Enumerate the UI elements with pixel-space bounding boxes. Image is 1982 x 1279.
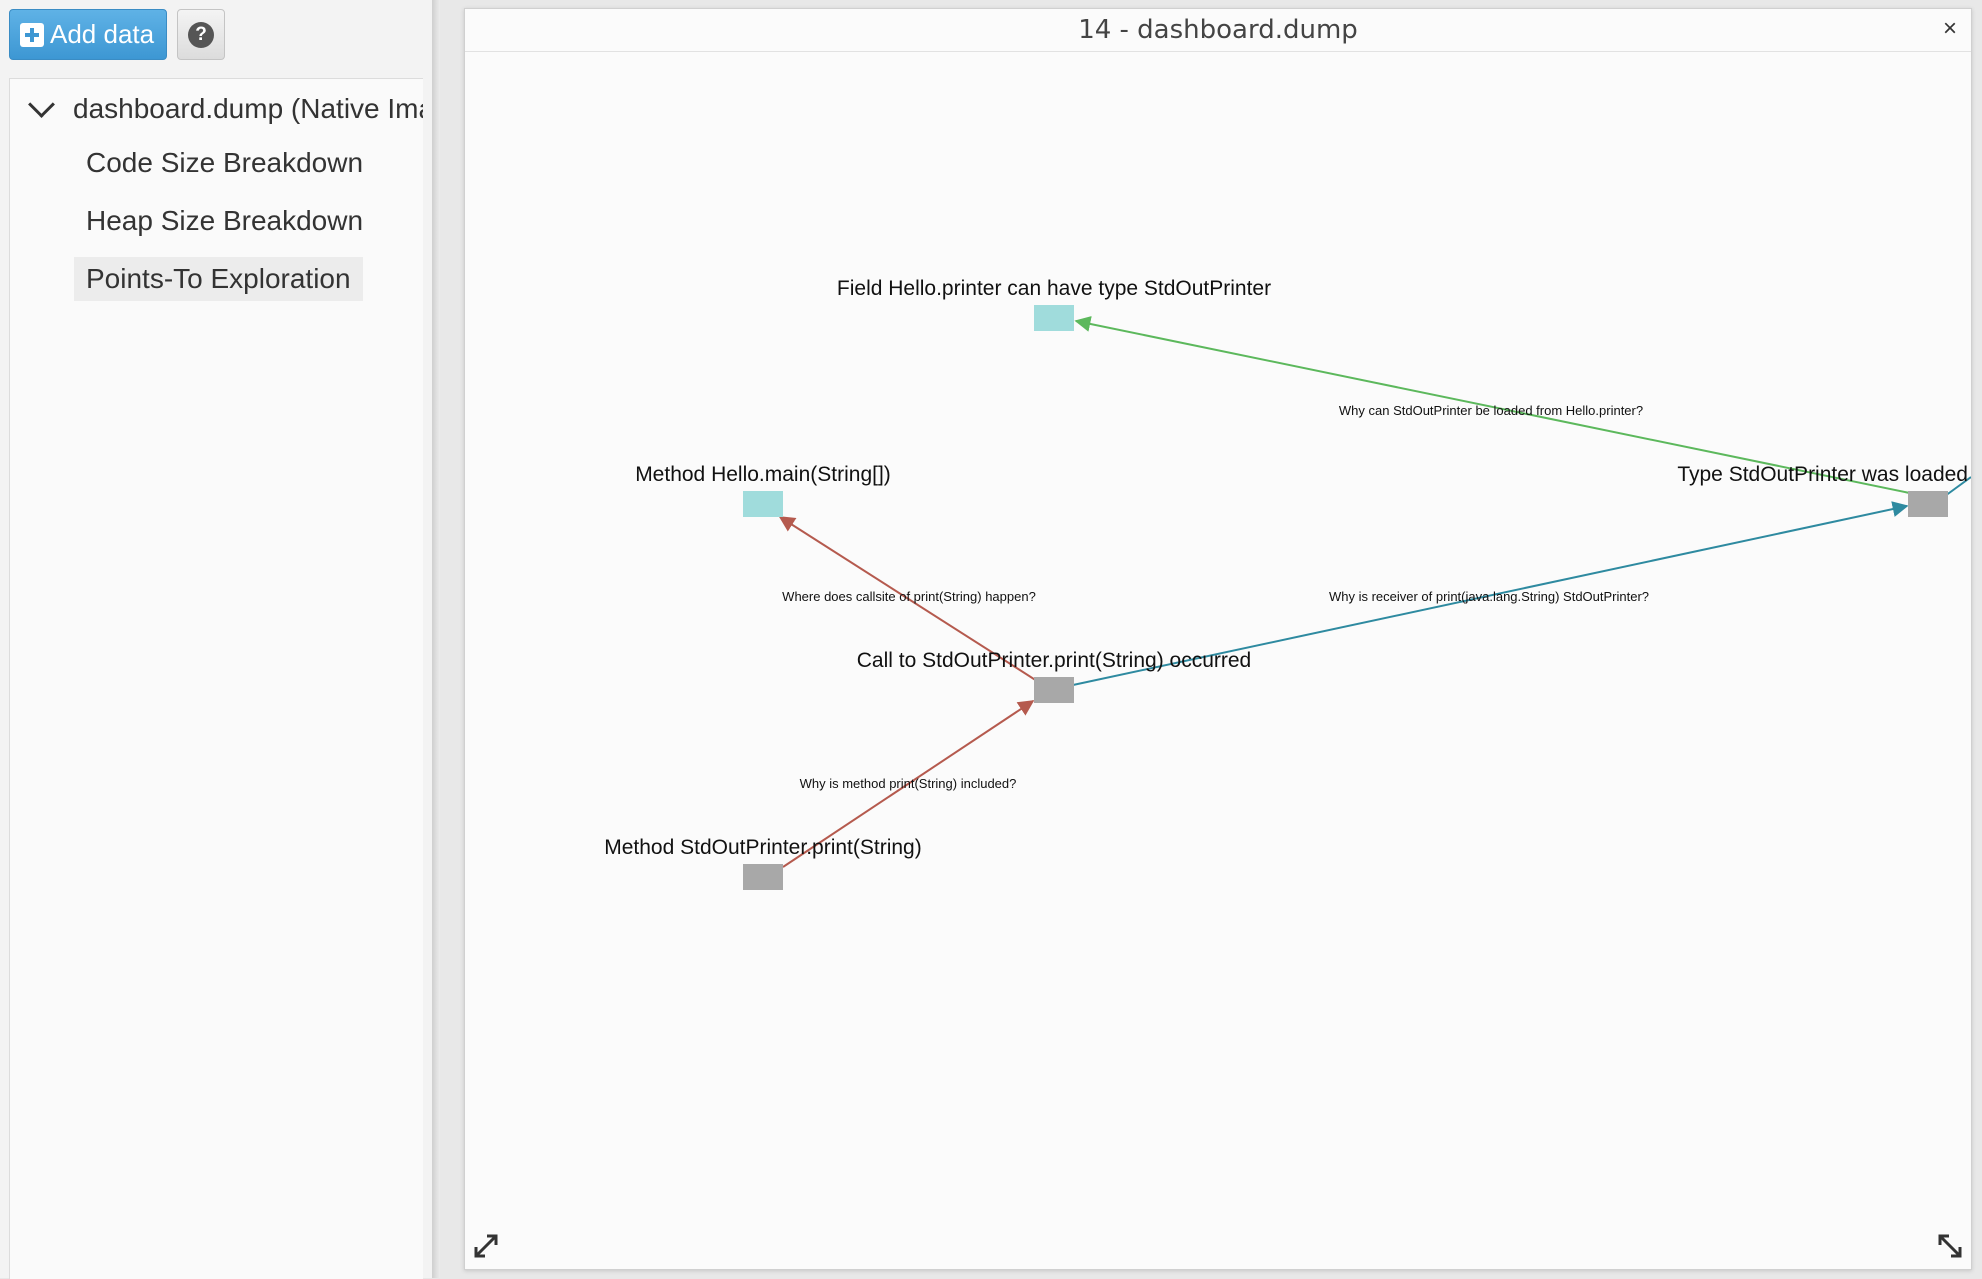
data-tree: dashboard.dump (Native Image Code Size B… <box>9 78 423 1279</box>
tree-item-points-to-exploration[interactable]: Points-To Exploration <box>74 257 363 301</box>
edge-method-to-call[interactable] <box>782 700 1035 868</box>
plus-icon <box>20 22 44 47</box>
graph-node-call[interactable] <box>1034 677 1074 703</box>
panel-title: 14 - dashboard.dump <box>465 9 1971 52</box>
help-icon: ? <box>188 21 214 48</box>
edge-call-to-main[interactable] <box>778 516 1038 682</box>
tree-root-label: dashboard.dump (Native Image <box>73 93 423 124</box>
points-to-graph: Why can StdOutPrinter be loaded from Hel… <box>604 277 1971 890</box>
sidebar: Add data ? dashboard.dump (Native Image … <box>0 0 432 1279</box>
edge-label-type-to-field: Why can StdOutPrinter be loaded from Hel… <box>1339 403 1643 418</box>
chevron-down-icon[interactable] <box>28 90 55 118</box>
edge-label-call-to-main: Where does callsite of print(String) hap… <box>782 589 1036 604</box>
node-label-method: Method StdOutPrinter.print(String) <box>604 836 921 859</box>
help-button[interactable]: ? <box>177 9 225 60</box>
expand-icon[interactable] <box>471 1231 501 1261</box>
node-label-call: Call to StdOutPrinter.print(String) occu… <box>857 649 1252 672</box>
tree-root-dashboard-dump[interactable]: dashboard.dump (Native Image <box>22 90 423 125</box>
tree-item-code-size-breakdown[interactable]: Code Size Breakdown <box>86 147 364 178</box>
node-label-field: Field Hello.printer can have type StdOut… <box>837 277 1271 300</box>
edge-type-offscreen <box>1944 476 1971 497</box>
edge-label-call-to-type: Why is receiver of print(java.lang.Strin… <box>1329 589 1649 604</box>
graph-node-main[interactable] <box>743 491 783 517</box>
graph-node-method[interactable] <box>743 864 783 890</box>
sidebar-divider[interactable] <box>432 0 440 1278</box>
sidebar-toolbar: Add data ? <box>9 9 225 61</box>
add-data-label: Add data <box>50 19 155 49</box>
add-data-button[interactable]: Add data <box>9 9 167 60</box>
graph-panel: 14 - dashboard.dump × Why can StdOutPrin… <box>464 8 1972 1270</box>
node-label-type: Type StdOutPrinter was loaded <box>1677 463 1968 486</box>
tree-item-heap-size-breakdown[interactable]: Heap Size Breakdown <box>86 205 364 236</box>
resize-icon[interactable] <box>1935 1231 1965 1261</box>
edge-call-to-type[interactable] <box>1072 501 1909 686</box>
edge-type-to-field[interactable] <box>1074 316 1925 497</box>
node-label-main: Method Hello.main(String[]) <box>635 463 891 486</box>
edge-label-method-to-call: Why is method print(String) included? <box>800 776 1017 791</box>
close-icon[interactable]: × <box>1942 15 1957 42</box>
graph-node-type[interactable] <box>1908 491 1948 517</box>
graph-node-field[interactable] <box>1034 305 1074 331</box>
